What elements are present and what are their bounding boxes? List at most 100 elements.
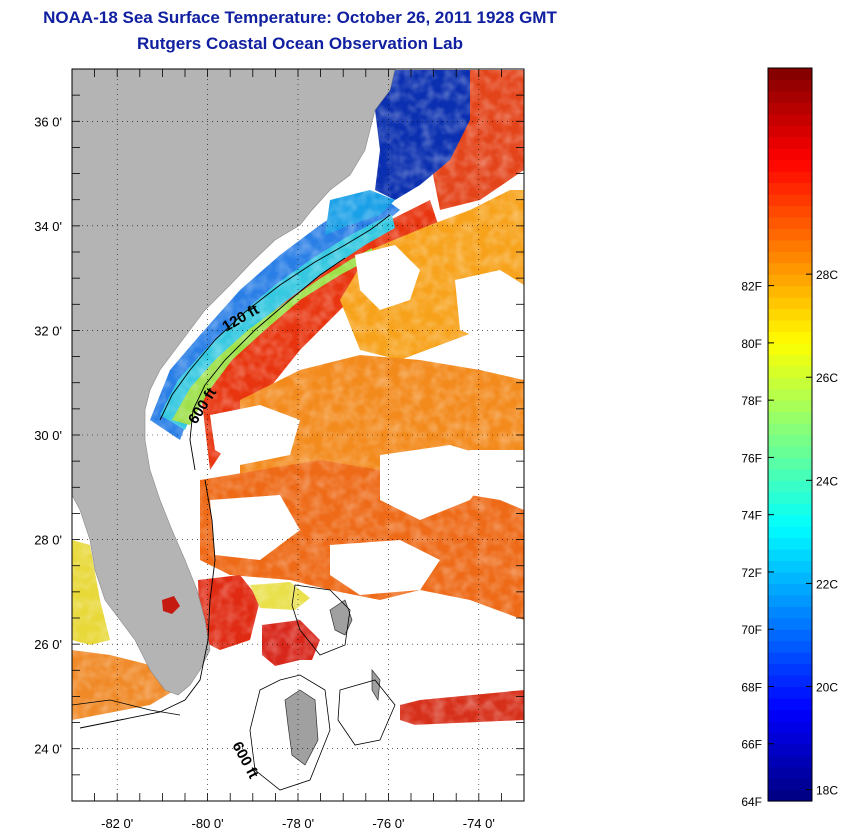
contour-keys — [72, 699, 181, 716]
lat-tick-label: 34 0' — [34, 219, 62, 234]
colorbar-f-label: 74F — [741, 509, 762, 523]
colorbar-step — [768, 652, 812, 665]
colorbar-step — [768, 342, 812, 355]
colorbar-step — [768, 274, 812, 287]
colorbar-step — [768, 193, 812, 207]
colorbar-step — [768, 411, 812, 424]
lon-tick-label: -80 0' — [192, 816, 224, 831]
colorbar-step — [768, 148, 812, 161]
colorbar-f-label: 80F — [741, 337, 762, 351]
colorbar-step — [768, 571, 812, 584]
colorbar-step — [768, 457, 812, 470]
colorbar-step — [768, 68, 812, 81]
lon-tick-label: -82 0' — [101, 816, 133, 831]
bahamas-island-eleuthera — [371, 669, 381, 702]
colorbar-step — [768, 319, 812, 333]
colorbar-step — [768, 720, 812, 733]
colorbar-step — [768, 778, 812, 791]
lon-tick-label: -76 0' — [372, 816, 404, 831]
colorbar-step — [768, 377, 812, 390]
colorbar-step — [768, 239, 812, 252]
colorbar-step — [768, 537, 812, 550]
lat-tick-label: 24 0' — [34, 742, 62, 757]
colorbar-step — [768, 491, 812, 504]
colorbar-c-label: 22C — [816, 577, 838, 591]
colorbar-step — [768, 297, 812, 310]
colorbar-step — [768, 755, 812, 768]
lat-tick-label: 30 0' — [34, 428, 62, 443]
colorbar-step — [768, 445, 812, 459]
colorbar-step — [768, 663, 812, 676]
colorbar-step — [768, 159, 812, 172]
colorbar-c-label: 24C — [816, 474, 838, 488]
bahamas-island-abaco — [329, 599, 353, 636]
colorbar-step — [768, 125, 812, 138]
lat-tick-label: 32 0' — [34, 323, 62, 338]
bahamas-island-andros — [284, 689, 319, 766]
colorbar-step — [768, 766, 812, 779]
colorbar-c-label: 26C — [816, 371, 838, 385]
colorbar-step — [768, 583, 812, 596]
colorbar-step — [768, 79, 812, 92]
colorbar-step — [768, 285, 812, 298]
colorbar-c-label: 18C — [816, 784, 838, 798]
contour-bahamas-3 — [337, 679, 396, 746]
colorbar-step — [768, 697, 812, 710]
colorbar-step — [768, 617, 812, 630]
colorbar-step — [768, 182, 812, 195]
contour-600ft — [189, 257, 346, 471]
colorbar-step — [768, 228, 812, 241]
colorbar-step — [768, 503, 812, 516]
lon-tick-label: -78 0' — [282, 816, 314, 831]
colorbar-step — [768, 262, 812, 275]
colorbar-step — [768, 468, 812, 481]
map-subtitle: Rutgers Coastal Ocean Observation Lab — [137, 34, 463, 53]
colorbar-step — [768, 90, 812, 103]
map-axes: -82 0' -80 0' -78 0' -76 0' -74 0' 36 0' 34 0'… — [34, 68, 525, 831]
colorbar-step — [768, 709, 812, 722]
colorbar-step — [768, 251, 812, 264]
colorbar-c-label: 28C — [816, 268, 838, 282]
colorbar-step — [768, 216, 812, 229]
colorbar-f-label: 64F — [741, 795, 762, 809]
colorbar-step — [768, 560, 812, 573]
contour-bahamas-2 — [291, 584, 351, 656]
colorbar-c-label: 20C — [816, 680, 838, 694]
colorbar-step — [768, 675, 812, 688]
colorbar-step — [768, 526, 812, 539]
colorbar-f-label: 70F — [741, 623, 762, 637]
contour-bahamas — [249, 674, 331, 791]
lon-tick-label: -74 0' — [463, 816, 495, 831]
colorbar-step — [768, 365, 812, 378]
colorbar-f-label: 76F — [741, 451, 762, 465]
colorbar-step — [768, 136, 812, 149]
colorbar-step — [768, 205, 812, 218]
colorbar-step — [768, 102, 812, 115]
colorbar-frame — [767, 67, 813, 802]
colorbar-step — [768, 732, 812, 745]
colorbar-step — [768, 514, 812, 527]
colorbar-step — [768, 434, 812, 447]
colorbar-step — [768, 629, 812, 642]
colorbar-f-label: 68F — [741, 680, 762, 694]
colorbar-f-label: 72F — [741, 566, 762, 580]
colorbar-step — [768, 606, 812, 619]
colorbar-step — [768, 388, 812, 401]
colorbar-step — [768, 423, 812, 436]
colorbar-step — [768, 113, 812, 126]
colorbar-step — [768, 400, 812, 413]
color-scale-bar: 82F 80F 78F 76F 74F 72F 70F 68F 66F 64F 28C 26C 24C 2… — [741, 67, 838, 809]
colorbar-step — [768, 331, 812, 344]
land-mainland — [72, 69, 396, 696]
map-title: NOAA-18 Sea Surface Temperature: October… — [43, 8, 557, 27]
colorbar-step — [768, 743, 812, 756]
colorbar-step — [768, 480, 812, 493]
contour-600ft-south — [79, 479, 216, 729]
colorbar-step — [768, 549, 812, 562]
colorbar-f-label: 78F — [741, 394, 762, 408]
lat-tick-label: 26 0' — [34, 637, 62, 652]
lat-tick-label: 28 0' — [34, 533, 62, 548]
lake-okeechobee — [162, 596, 180, 614]
colorbar-step — [768, 594, 812, 607]
